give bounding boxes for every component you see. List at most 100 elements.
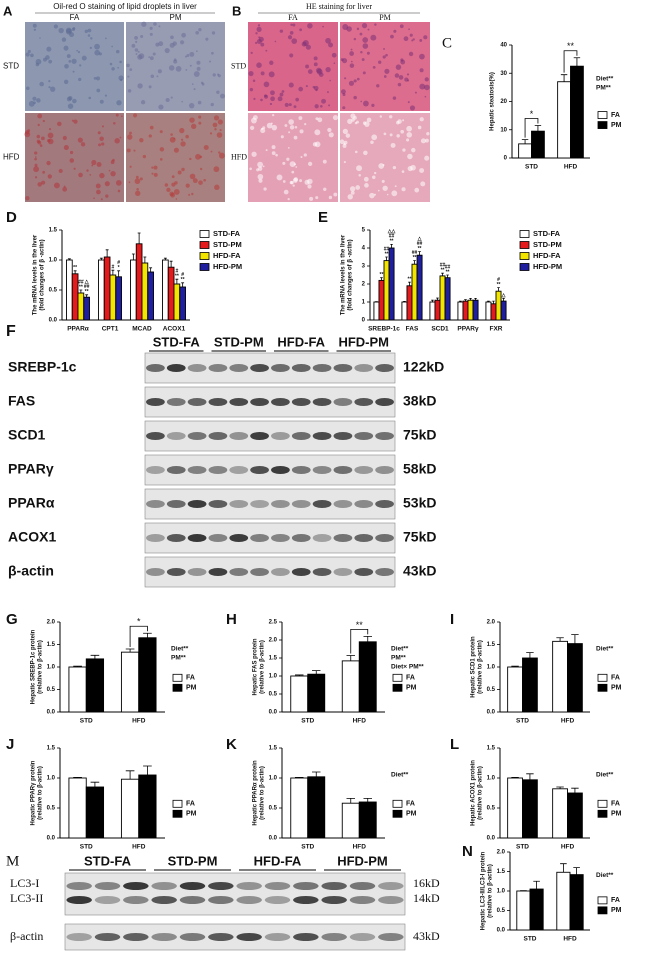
y-axis-label: (relative to β-actin) [38,640,44,694]
texture [356,165,363,172]
blot-band [312,500,332,508]
error-bar [175,278,179,284]
bar [98,259,105,321]
texture [65,27,72,34]
texture [140,100,146,105]
texture [104,181,110,187]
legend-swatch [392,673,403,682]
legend-label: HFD-PM [213,262,242,271]
x-tick-label: FXR [490,326,503,333]
texture [34,163,38,167]
error-bar [511,665,519,667]
x-tick-label: PPARγ [457,326,479,333]
blot-band [250,364,269,372]
texture [30,53,34,58]
y-axis-label: Hepatic SREBP-1c protein [31,629,37,704]
y-tick-label: 4 [362,246,366,252]
blot-band [208,882,234,890]
y-tick-label: 0.5 [487,687,496,693]
legend-label: PM [611,685,622,692]
texture [115,113,119,117]
panel-letter: H [226,611,237,628]
blot-band [123,896,149,904]
texture [362,43,369,49]
group-label: HFD-PM [337,853,388,868]
texture [195,50,198,53]
x-tick-label: SREBP-1c [368,326,400,333]
texture [115,180,122,186]
error-bar [464,299,467,302]
y-tick-label: 0 [362,318,366,324]
texture [350,60,353,63]
y-tick-label: 0.0 [269,836,278,842]
protein-label: SREBP-1c [8,359,77,375]
significance-mark: * [118,265,120,271]
blot-band [236,896,262,904]
texture [291,170,295,174]
texture [27,49,31,54]
texture [342,144,347,148]
texture [424,95,427,98]
texture [309,196,314,201]
texture [270,96,275,102]
bar [290,777,309,839]
significance-label: * [137,617,141,627]
texture [170,133,173,136]
y-tick-label: 1.0 [497,889,506,895]
texture [28,100,35,107]
column-label: FA [70,13,80,22]
significance-mark: ** [385,251,389,257]
error-bar [526,773,534,780]
legend-label: FA [611,112,620,119]
bar [167,266,175,321]
row-label: STD [3,62,19,71]
texture [263,187,267,191]
texture [133,149,136,152]
texture [419,53,425,60]
bar [130,259,137,321]
group-label: HFD-FA [277,334,325,349]
significance-mark: # [175,269,178,275]
texture [39,37,41,39]
texture [175,198,178,200]
texture [170,96,173,99]
error-bar [573,867,580,875]
texture [193,88,196,91]
y-tick-label: 5 [362,228,366,234]
texture [361,58,365,62]
blot-band [375,398,394,406]
x-tick-label: ACOX1 [163,326,186,333]
texture [354,150,358,154]
texture [258,36,264,42]
texture [95,76,101,81]
texture [42,170,46,174]
texture [370,34,377,41]
x-tick-label: SCD1 [431,326,449,333]
bar [570,65,584,159]
texture [80,142,86,147]
legend-swatch [597,809,608,818]
texture [173,137,176,140]
blot-band [166,398,186,406]
blot-band [375,466,394,474]
texture [196,60,201,65]
error-bar [573,57,581,67]
blot-band [349,933,376,941]
legend-label: FA [186,675,195,682]
significance-mark: ** [418,246,422,252]
error-bar [125,648,135,653]
significance-mark: ** [79,284,83,290]
texture [318,72,324,77]
legend-swatch [199,241,210,249]
blot-band [208,933,234,941]
protein-label: β-actin [8,563,54,579]
texture [260,98,263,102]
error-bar [363,636,372,642]
texture [270,122,273,125]
texture [166,187,171,193]
size-label: 75kD [403,427,436,443]
texture [84,29,88,34]
blot-band [187,568,207,576]
x-tick-label: STD [525,164,538,171]
bar [552,788,568,839]
